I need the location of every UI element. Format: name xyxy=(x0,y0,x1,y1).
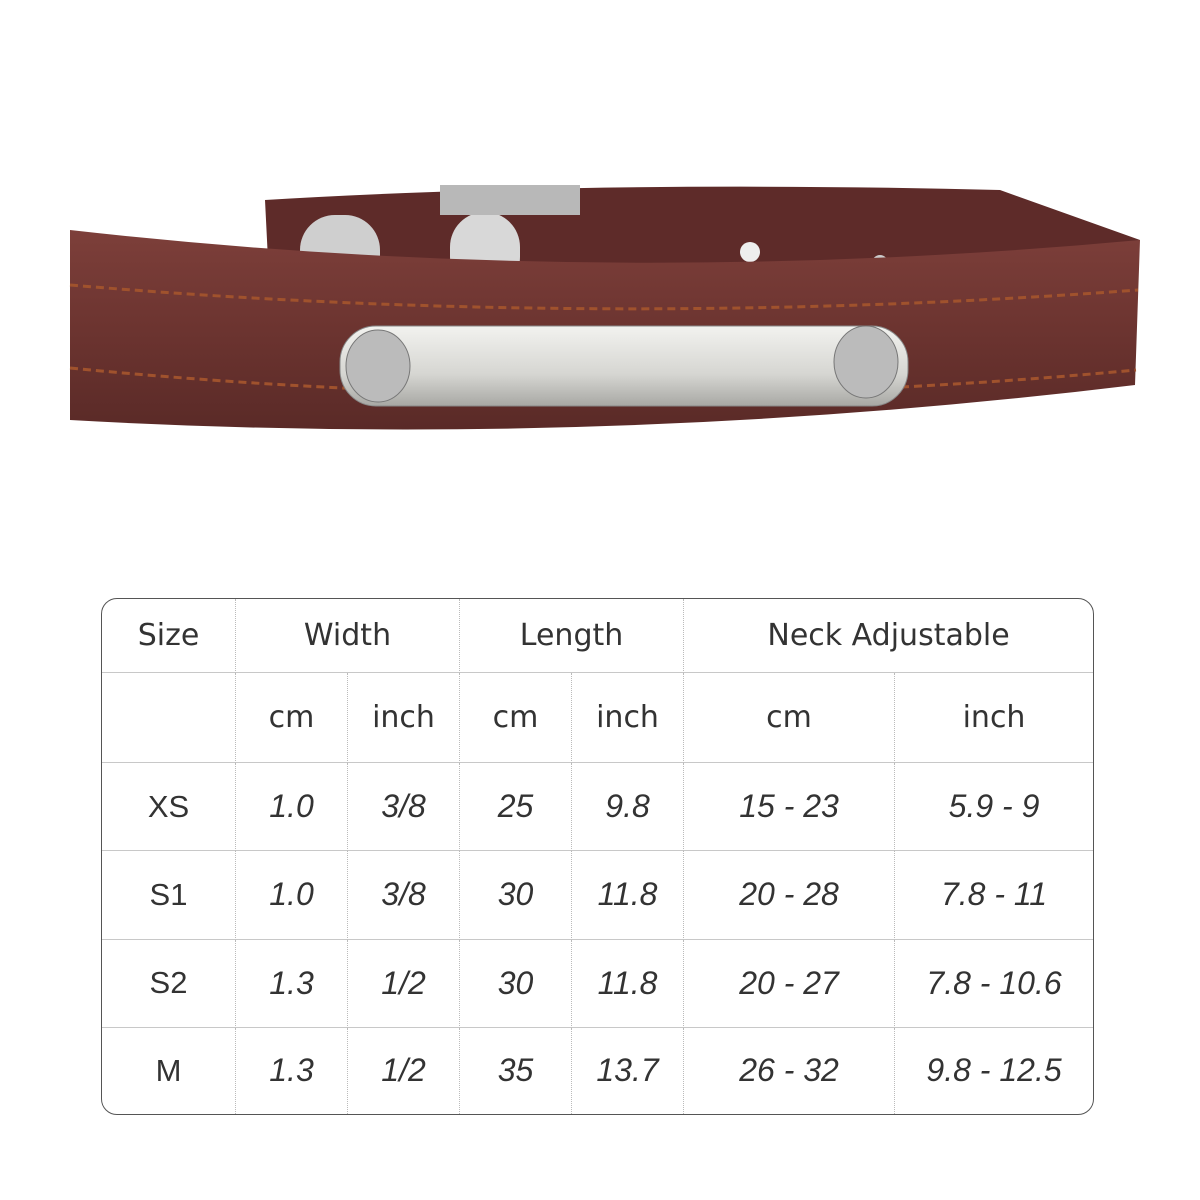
table-row: S2 1.3 1/2 30 11.8 20 - 27 7.8 - 10.6 xyxy=(102,939,1094,1028)
value-cell: 25 xyxy=(460,763,573,852)
unit-cell: cm xyxy=(460,673,573,763)
value-cell: 1.0 xyxy=(236,851,348,940)
value-cell: 7.8 - 10.6 xyxy=(895,940,1094,1028)
unit-blank xyxy=(102,673,236,763)
table-row: M 1.3 1/2 35 13.7 26 - 32 9.8 - 12.5 xyxy=(102,1027,1093,1114)
value-cell: 11.8 xyxy=(572,851,685,940)
value-cell: 26 - 32 xyxy=(684,1027,896,1114)
value-cell: 30 xyxy=(460,939,573,1028)
unit-cell: inch xyxy=(895,673,1094,763)
unit-cell: inch xyxy=(348,673,461,763)
collar-product-image xyxy=(69,185,1140,430)
value-cell: 7.8 - 11 xyxy=(895,851,1094,940)
rivet-right xyxy=(833,325,899,399)
header-size: Size xyxy=(102,599,236,673)
size-cell: S2 xyxy=(102,939,236,1028)
value-cell: 15 - 23 xyxy=(684,763,896,852)
value-cell: 5.9 - 9 xyxy=(895,763,1094,852)
header-neck-adjustable: Neck Adjustable xyxy=(684,599,1094,673)
value-cell: 3/8 xyxy=(348,763,461,852)
value-cell: 9.8 - 12.5 xyxy=(926,1052,1062,1089)
value-cell: 20 - 27 xyxy=(684,939,896,1028)
size-chart-table: Size Width Length Neck Adjustable cm inc… xyxy=(101,598,1095,1115)
value-cell: 35 xyxy=(460,1027,573,1114)
value-cell: 1.3 xyxy=(236,1027,348,1114)
value-cell: 30 xyxy=(460,851,573,940)
value-cell: 1/2 xyxy=(348,1027,461,1114)
nameplate xyxy=(339,325,909,407)
header-width: Width xyxy=(236,599,461,673)
table-row: XS 1.0 3/8 25 9.8 15 - 23 5.9 - 9 xyxy=(102,763,1094,852)
header-length: Length xyxy=(460,599,685,673)
value-cell: 1.0 xyxy=(236,763,348,852)
value-cell: 3/8 xyxy=(348,851,461,940)
value-cell: 11.8 xyxy=(572,939,685,1028)
value-cell: 13.7 xyxy=(572,1027,685,1114)
size-cell: M xyxy=(102,1027,236,1114)
size-cell: S1 xyxy=(102,851,236,940)
value-cell: 9.8 xyxy=(572,763,685,852)
unit-cell: cm xyxy=(236,673,348,763)
value-cell: 20 - 28 xyxy=(684,851,896,940)
rivet-left xyxy=(345,329,411,403)
buckle xyxy=(440,185,580,215)
table-row: S1 1.0 3/8 30 11.8 20 - 28 7.8 - 11 xyxy=(102,851,1094,940)
unit-cell: cm xyxy=(684,673,896,763)
unit-cell: inch xyxy=(572,673,685,763)
size-cell: XS xyxy=(102,763,236,852)
value-cell: 1/2 xyxy=(348,939,461,1028)
value-cell: 1.3 xyxy=(236,939,348,1028)
